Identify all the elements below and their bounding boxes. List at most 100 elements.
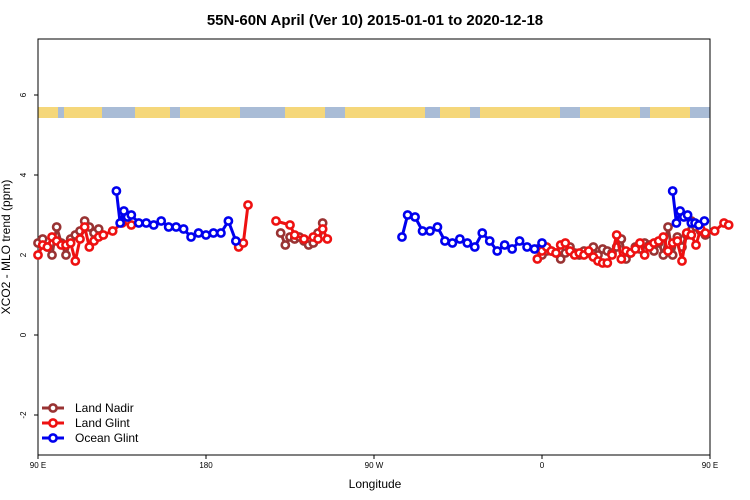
- y-tick-label: 2: [19, 252, 28, 257]
- data-point-land-nadir: [61, 250, 71, 260]
- data-point-land-glint: [65, 238, 76, 248]
- data-point-ocean-glint: [171, 222, 182, 232]
- x-axis-ticks: 90 E 180 90 W 0 90 E: [30, 455, 718, 470]
- series-layer: [33, 186, 734, 268]
- data-point-land-glint: [243, 200, 253, 210]
- data-point-land-glint: [607, 250, 617, 260]
- data-point-land-glint: [33, 250, 43, 260]
- data-point-land-glint: [630, 244, 641, 254]
- data-point-ocean-glint: [469, 242, 480, 252]
- data-point-ocean-glint: [514, 236, 525, 246]
- data-point-ocean-glint: [201, 230, 211, 240]
- data-point-land-glint: [532, 254, 543, 264]
- data-point-land-glint: [616, 254, 627, 264]
- data-point-land-glint: [639, 250, 650, 260]
- data-point-land-glint: [635, 238, 645, 248]
- y-axis-ticks: -2 0 2 4 6: [19, 92, 38, 419]
- data-point-land-glint: [611, 230, 622, 240]
- data-point-ocean-glint: [156, 216, 167, 226]
- data-point-land-glint: [271, 216, 281, 226]
- data-point-land-glint: [75, 234, 85, 244]
- legend-marker-ocean-glint: [48, 433, 58, 443]
- data-point-ocean-glint: [529, 244, 540, 254]
- data-point-ocean-glint: [186, 232, 196, 242]
- data-point-land-glint: [107, 226, 118, 236]
- data-point-land-glint: [285, 220, 295, 230]
- chart-title: 55N-60N April (Ver 10) 2015-01-01 to 202…: [207, 12, 543, 29]
- y-axis-label: XCO2 - MLO trend (ppm): [0, 180, 13, 315]
- data-point-ocean-glint: [447, 238, 458, 248]
- data-point-land-glint: [663, 246, 673, 256]
- data-point-ocean-glint: [432, 222, 443, 232]
- data-point-ocean-glint: [115, 218, 126, 228]
- data-point-land-nadir: [555, 254, 566, 264]
- data-point-ocean-glint: [425, 226, 435, 236]
- data-point-land-nadir: [275, 228, 286, 238]
- legend-marker-land-glint: [48, 418, 58, 428]
- data-point-ocean-glint: [397, 232, 407, 242]
- data-point-land-glint: [677, 256, 687, 266]
- world-map-strip: [38, 107, 710, 118]
- legend-label-land-glint: Land Glint: [75, 416, 130, 430]
- data-point-land-glint: [126, 220, 137, 230]
- data-point-ocean-glint: [111, 186, 122, 196]
- data-point-ocean-glint: [126, 210, 137, 220]
- data-point-ocean-glint: [208, 228, 219, 238]
- data-point-ocean-glint: [682, 210, 693, 220]
- data-point-ocean-glint: [522, 242, 532, 252]
- data-point-ocean-glint: [667, 186, 678, 196]
- data-point-land-glint: [691, 240, 701, 250]
- legend-marker-land-nadir: [48, 403, 58, 413]
- data-point-ocean-glint: [410, 212, 420, 222]
- legend-label-land-nadir: Land Nadir: [75, 401, 134, 415]
- x-tick-label: 90 E: [30, 461, 46, 470]
- data-point-land-glint: [299, 234, 309, 244]
- data-point-land-nadir: [663, 222, 673, 232]
- y-tick-label: 0: [19, 332, 28, 337]
- data-point-land-nadir: [51, 222, 62, 232]
- data-point-land-glint: [70, 256, 81, 266]
- x-tick-label: 90 W: [365, 461, 384, 470]
- legend-label-ocean-glint: Ocean Glint: [75, 431, 139, 445]
- data-point-land-glint: [84, 242, 95, 252]
- data-point-ocean-glint: [148, 220, 159, 230]
- data-point-land-glint: [658, 232, 669, 242]
- x-tick-label: 90 E: [702, 461, 718, 470]
- data-point-land-glint: [313, 234, 323, 244]
- data-point-ocean-glint: [223, 216, 234, 226]
- series-ocean-glint: [111, 186, 710, 256]
- data-point-land-glint: [560, 238, 571, 248]
- data-point-land-glint: [723, 220, 734, 230]
- data-point-ocean-glint: [402, 210, 413, 220]
- y-tick-label: 6: [19, 92, 28, 97]
- data-point-land-glint: [583, 246, 594, 256]
- data-point-land-glint: [289, 230, 300, 240]
- data-point-land-glint: [42, 242, 53, 252]
- data-point-ocean-glint: [133, 218, 144, 228]
- data-point-land-glint: [709, 226, 720, 236]
- y-tick-label: 4: [19, 172, 28, 177]
- data-point-ocean-glint: [230, 236, 241, 246]
- data-point-ocean-glint: [507, 244, 518, 254]
- data-point-ocean-glint: [216, 228, 226, 238]
- data-point-land-glint: [672, 236, 683, 246]
- data-point-ocean-glint: [417, 226, 428, 236]
- data-point-ocean-glint: [492, 246, 503, 256]
- data-point-ocean-glint: [440, 236, 450, 246]
- data-point-ocean-glint: [537, 238, 547, 248]
- data-point-ocean-glint: [141, 218, 152, 228]
- data-point-ocean-glint: [477, 228, 488, 238]
- data-point-ocean-glint: [499, 240, 510, 250]
- data-point-ocean-glint: [454, 234, 465, 244]
- data-point-ocean-glint: [484, 236, 495, 246]
- data-point-land-glint: [322, 234, 333, 244]
- data-point-land-glint: [238, 238, 249, 248]
- data-point-ocean-glint: [163, 222, 174, 232]
- data-point-land-glint: [602, 258, 613, 268]
- x-tick-label: 0: [540, 461, 545, 470]
- data-point-land-glint: [317, 224, 328, 234]
- x-tick-label: 180: [199, 461, 213, 470]
- data-point-land-glint: [686, 230, 697, 240]
- x-axis-label: Longitude: [349, 477, 402, 491]
